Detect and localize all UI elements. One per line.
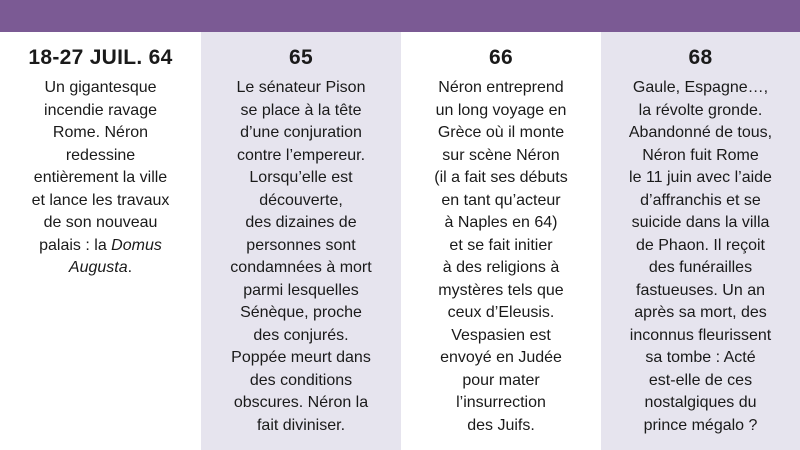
text-line: condamnées à mort xyxy=(230,259,372,276)
text-line: fait diviniser. xyxy=(256,416,346,434)
text-line: des conjurés. xyxy=(253,326,349,344)
text-line: prince mégalo ? xyxy=(643,416,758,434)
column-date: 68 xyxy=(688,46,713,69)
text-line: et se fait initier xyxy=(449,236,553,254)
column-date: 18-27 JUIL. 64 xyxy=(28,46,173,69)
text-line: obscures. Néron la xyxy=(233,394,369,411)
text-line: Rome. Néron xyxy=(52,124,149,141)
text-line: un long voyage en xyxy=(435,101,567,119)
text-line: est-elle de ces xyxy=(648,371,753,389)
text-line: Néron fuit Rome xyxy=(642,146,759,164)
text-line: sa tombe : Acté xyxy=(645,349,756,366)
text-line: nostalgiques du xyxy=(644,394,757,411)
text-line: fastueuses. Un an xyxy=(636,281,765,299)
text-line: suicide dans la villa xyxy=(631,214,770,231)
text-line: se place à la tête xyxy=(240,101,362,119)
text-line: des conditions xyxy=(249,371,353,389)
text-line: Grèce où il monte xyxy=(437,124,565,141)
text-line: sur scène Néron xyxy=(442,146,560,164)
text-line: d’une conjuration xyxy=(240,124,362,141)
text-line: Abandonné de tous, xyxy=(628,124,773,141)
column-text: Gaule, Espagne…, la révolte gronde. Aban… xyxy=(601,77,800,437)
text-line: le 11 juin avec l’aide xyxy=(629,169,772,186)
text-line: Sénèque, proche xyxy=(240,304,362,321)
timeline-column-66: 66 Néron entreprend un long voyage en Gr… xyxy=(401,32,601,450)
text-line: Vespasien est xyxy=(451,326,551,344)
text-line: en tant qu’acteur xyxy=(441,191,561,209)
column-date: 66 xyxy=(489,46,513,69)
text-line: à Naples en 64) xyxy=(444,214,558,231)
text-line: contre l’empereur. xyxy=(236,146,366,164)
text-line: pour mater xyxy=(462,371,540,389)
text-line: envoyé en Judée xyxy=(440,349,562,366)
text-line: personnes sont xyxy=(246,236,356,254)
text-line: parmi lesquelles xyxy=(243,281,359,299)
column-date: 65 xyxy=(289,46,313,69)
text-line: inconnus fleurissent xyxy=(629,326,772,344)
text-line: après sa mort, des xyxy=(634,304,767,321)
text-line: (il a fait ses débuts xyxy=(434,169,568,186)
timeline-columns: 18-27 JUIL. 64 Un gigantesque incendie r… xyxy=(0,32,800,450)
text-line: découverte, xyxy=(259,191,343,209)
text-line: Le sénateur Pison xyxy=(236,79,366,96)
text-line: de son nouveau xyxy=(43,214,158,231)
text-line: des dizaines de xyxy=(245,214,357,231)
text-line: d’affranchis et se xyxy=(640,191,761,209)
timeline-column-64: 18-27 JUIL. 64 Un gigantesque incendie r… xyxy=(0,32,201,450)
text-line: l’insurrection xyxy=(456,394,546,411)
text-line: des funérailles xyxy=(648,259,753,276)
text-line: de Phaon. Il reçoit xyxy=(636,236,765,254)
timeline-column-68: 68 Gaule, Espagne…, la révolte gronde. A… xyxy=(601,32,800,450)
column-text: Néron entreprend un long voyage en Grèce… xyxy=(401,77,601,437)
text-line: Augusta. xyxy=(68,259,133,276)
text-line: entièrement la ville xyxy=(33,169,168,186)
column-text: Le sénateur Pison se place à la tête d’u… xyxy=(201,77,401,437)
text-line: Néron entreprend xyxy=(438,79,564,96)
text-line: Lorsqu’elle est xyxy=(249,169,353,186)
text-line: Poppée meurt dans xyxy=(231,349,371,366)
header-bar xyxy=(0,0,800,32)
text-line: palais : la Domus xyxy=(39,236,162,254)
text-line: incendie ravage xyxy=(44,101,157,119)
text-line: à des religions à xyxy=(442,259,560,276)
text-line: mystères tels que xyxy=(438,281,564,299)
text-line: redessine xyxy=(65,146,136,164)
text-line: des Juifs. xyxy=(467,416,535,434)
column-text: Un gigantesque incendie ravage Rome. Nér… xyxy=(0,77,201,280)
text-line: Un gigantesque xyxy=(44,79,157,96)
timeline-column-65: 65 Le sénateur Pison se place à la tête … xyxy=(201,32,401,450)
text-line: Gaule, Espagne…, xyxy=(632,79,769,96)
text-line: ceux d’Eleusis. xyxy=(447,304,555,321)
text-line: la révolte gronde. xyxy=(638,101,763,119)
text-line: et lance les travaux xyxy=(31,191,170,209)
